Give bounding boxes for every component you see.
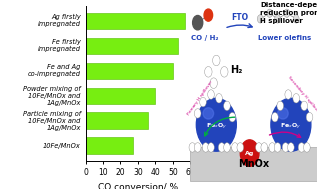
Text: Distance-dependent
reduction promotion by
H spillover: Distance-dependent reduction promotion b… <box>260 2 317 24</box>
Circle shape <box>232 143 238 152</box>
FancyArrowPatch shape <box>205 117 235 136</box>
Circle shape <box>210 78 217 88</box>
Text: Lower olefins: Lower olefins <box>258 35 311 41</box>
FancyArrowPatch shape <box>227 24 252 28</box>
Circle shape <box>216 94 222 103</box>
Bar <box>190 147 317 181</box>
Circle shape <box>237 143 243 152</box>
Text: FTO: FTO <box>232 12 249 22</box>
Ellipse shape <box>203 108 214 119</box>
Bar <box>86 137 133 154</box>
Bar <box>86 63 173 79</box>
Circle shape <box>301 101 307 111</box>
Circle shape <box>272 112 278 122</box>
Circle shape <box>218 143 225 152</box>
Bar <box>86 38 178 54</box>
Text: MnOx: MnOx <box>238 160 269 169</box>
Circle shape <box>200 97 206 107</box>
Circle shape <box>204 67 212 77</box>
Bar <box>86 88 155 104</box>
Circle shape <box>204 9 213 21</box>
Circle shape <box>208 143 214 152</box>
Circle shape <box>261 143 268 152</box>
Circle shape <box>274 143 281 152</box>
Circle shape <box>224 143 230 152</box>
Circle shape <box>293 94 300 103</box>
Circle shape <box>208 90 214 99</box>
Circle shape <box>202 143 209 152</box>
Circle shape <box>284 9 290 17</box>
Text: H₂: H₂ <box>230 65 242 75</box>
Ellipse shape <box>278 108 288 119</box>
Text: Ag: Ag <box>245 151 254 156</box>
Text: CO / H₂: CO / H₂ <box>191 35 218 41</box>
Text: Fe$_x$O$_y$: Fe$_x$O$_y$ <box>280 122 301 132</box>
Circle shape <box>269 143 275 152</box>
Circle shape <box>293 15 299 23</box>
Circle shape <box>224 101 230 111</box>
Bar <box>86 112 148 129</box>
Circle shape <box>189 143 196 152</box>
Circle shape <box>298 143 305 152</box>
Circle shape <box>221 67 228 77</box>
X-axis label: CO conversion/ %: CO conversion/ % <box>98 183 178 189</box>
Text: Fe$_x$O$_y$: Fe$_x$O$_y$ <box>206 122 227 132</box>
Ellipse shape <box>271 98 311 151</box>
Circle shape <box>194 143 201 152</box>
Circle shape <box>257 15 263 23</box>
Text: Secondary H spillover: Secondary H spillover <box>287 75 317 114</box>
Ellipse shape <box>196 98 236 151</box>
Circle shape <box>240 140 259 166</box>
Circle shape <box>285 90 292 99</box>
Circle shape <box>303 143 310 152</box>
Circle shape <box>306 112 313 122</box>
Circle shape <box>213 55 220 66</box>
Circle shape <box>267 9 273 17</box>
Circle shape <box>288 143 294 152</box>
Circle shape <box>194 109 201 118</box>
Text: Primary H spillover: Primary H spillover <box>187 80 214 116</box>
Circle shape <box>282 143 289 152</box>
Circle shape <box>193 15 203 30</box>
Circle shape <box>229 112 236 122</box>
Circle shape <box>277 101 284 111</box>
FancyArrowPatch shape <box>269 132 301 137</box>
Circle shape <box>256 143 262 152</box>
Circle shape <box>275 15 281 23</box>
Bar <box>86 13 185 29</box>
